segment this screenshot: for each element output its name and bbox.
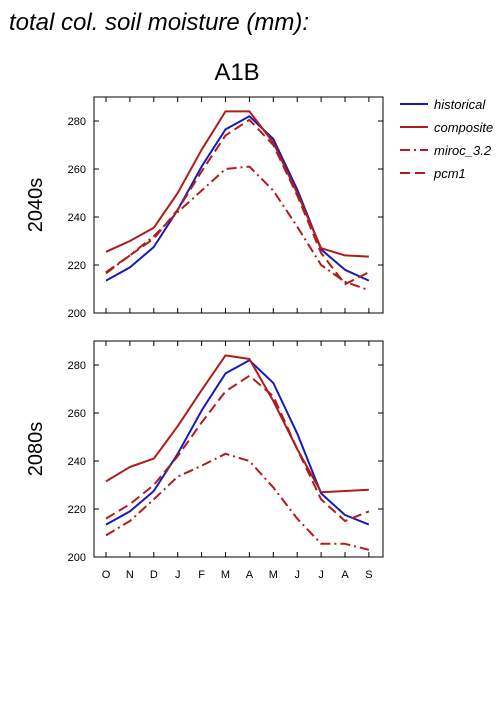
series-line-pcm1 [105, 374, 370, 522]
x-tick-label: N [126, 569, 134, 581]
scenario-label: A1B [214, 59, 259, 86]
x-tick-label: J [175, 569, 181, 581]
y-tick-label: 220 [68, 260, 86, 272]
figure-title: total col. soil moisture (mm): [9, 9, 309, 36]
x-tick-label: D [150, 569, 158, 581]
y-tick-label: 200 [68, 308, 86, 320]
panel-2040s: 200 220 240 260 280 2040s [25, 96, 384, 320]
x-tick-label: S [365, 569, 372, 581]
series-line-pcm1 [105, 118, 370, 286]
legend-item-pcm1: pcm1 [400, 166, 466, 181]
panel-label: 2080s [25, 422, 47, 477]
series-line-composite [105, 354, 369, 494]
series-line-historical [105, 115, 370, 282]
series-line-miroc [105, 165, 370, 292]
x-tick-label: M [269, 569, 278, 581]
panel-2080s: 200 220 240 260 280 O N D J F M A M J J A S 2080s [25, 340, 384, 581]
y-tick-label: 220 [68, 504, 86, 516]
legend-item-composite: composite [400, 120, 493, 135]
y-tick-label: 240 [68, 212, 86, 224]
x-tick-label: A [341, 569, 349, 581]
chart-panels: 200 220 240 260 280 2040s 200 220 240 260 280 O N D J F… [25, 96, 384, 581]
x-tick-label: J [294, 569, 300, 581]
legend-label: pcm1 [433, 166, 466, 181]
series-line-historical [105, 359, 370, 526]
legend-item-miroc: miroc_3.2 [400, 143, 492, 158]
x-tick-label: F [198, 569, 205, 581]
y-tick-label: 200 [68, 552, 86, 564]
series-line-miroc [105, 452, 370, 551]
y-tick-label: 240 [68, 456, 86, 468]
y-tick-label: 260 [68, 408, 86, 420]
legend-label: composite [434, 120, 493, 135]
legend-label: miroc_3.2 [434, 143, 492, 158]
plot-frame [93, 96, 384, 314]
y-tick-label: 260 [68, 164, 86, 176]
plot-frame [93, 340, 384, 558]
y-tick-label: 280 [68, 360, 86, 372]
legend-item-historical: historical [400, 97, 486, 112]
legend-label: historical [434, 97, 486, 112]
y-tick-label: 280 [68, 116, 86, 128]
legend: historical composite miroc_3.2 pcm1 [400, 97, 493, 181]
series-line-composite [105, 110, 369, 258]
x-tick-label: J [318, 569, 324, 581]
x-tick-label: A [246, 569, 254, 581]
x-tick-label: M [221, 569, 230, 581]
panel-label: 2040s [25, 178, 47, 233]
x-tick-label: O [102, 569, 111, 581]
